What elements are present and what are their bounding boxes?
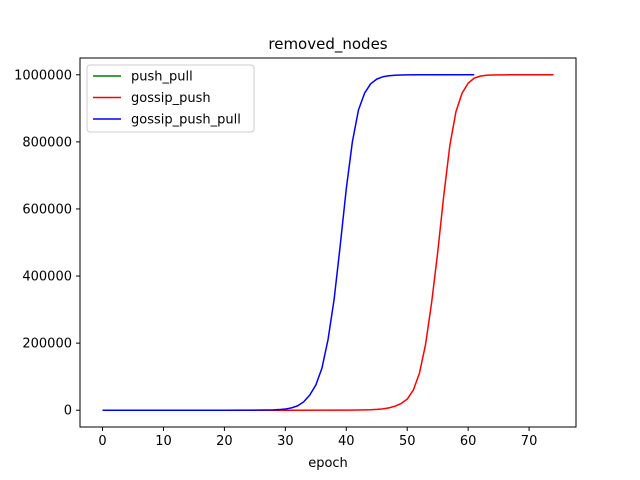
- legend-label: gossip_push: [131, 91, 211, 106]
- legend-label: gossip_push_pull: [131, 113, 241, 128]
- series-line-gossip-push-pull: [102, 74, 475, 411]
- x-tick-label: 40: [338, 434, 355, 449]
- x-tick-label: 10: [155, 434, 172, 449]
- y-tick-label: 400000: [22, 270, 72, 285]
- x-tick-label: 30: [277, 434, 294, 449]
- plot-area: [102, 74, 554, 411]
- y-tick-label: 0: [64, 404, 72, 419]
- y-tick-label: 800000: [22, 135, 72, 150]
- x-tick-label: 0: [98, 434, 106, 449]
- y-tick-label: 600000: [22, 202, 72, 217]
- x-tick-label: 20: [216, 434, 233, 449]
- x-tick-label: 60: [460, 434, 477, 449]
- axes-frame: [79, 57, 577, 428]
- x-tick-label: 70: [521, 434, 538, 449]
- x-tick-label: 50: [399, 434, 416, 449]
- legend-box: [86, 64, 255, 133]
- x-axis-label: epoch: [308, 456, 348, 471]
- series-line-gossip-push: [102, 74, 554, 411]
- chart-title: removed_nodes: [268, 35, 387, 54]
- legend: push_pull gossip_push gossip_push_pull: [86, 64, 255, 133]
- legend-label: push_pull: [131, 70, 193, 85]
- y-tick-label: 1000000: [14, 68, 72, 83]
- y-tick-label: 200000: [22, 337, 72, 352]
- axis-ticks: 0 10 20 30 40 50 60 70 0 200000 400000 600000 800000…: [14, 68, 537, 449]
